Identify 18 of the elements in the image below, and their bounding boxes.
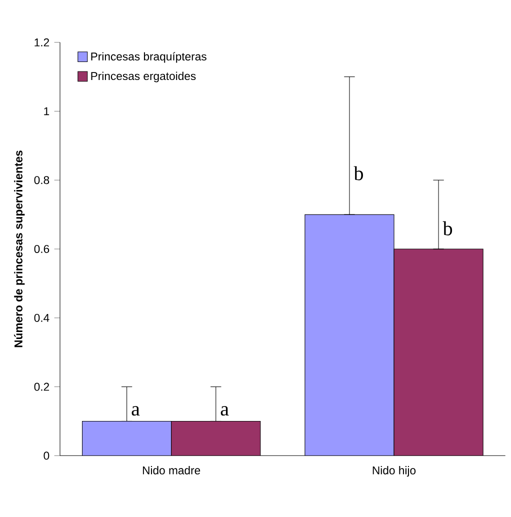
annotation: a [220, 406, 229, 416]
y-tick-label: 0.4 [34, 314, 50, 322]
y-tick-label: 0.2 [34, 382, 50, 391]
y-tick-label: 1 [44, 107, 50, 116]
annotation: a [132, 406, 140, 416]
legend-label: Princesas braquípteras [91, 52, 206, 63]
annotation: b [354, 166, 363, 180]
x-tick-label: Nido hijo [372, 466, 416, 477]
annotation: b [442, 221, 452, 236]
y-tick-label: 1.2 [34, 38, 50, 46]
bar [394, 248, 484, 456]
legend-label: Princesas ergatoides [91, 72, 196, 82]
y-tick-label: 0 [44, 452, 50, 460]
y-tick-label: 0.6 [34, 244, 50, 254]
y-tick-label: 0.8 [34, 176, 50, 184]
x-tick-label: Nido madre [142, 466, 200, 474]
y-axis-title: Número de princesas supervivientes [14, 150, 25, 348]
bar [171, 421, 260, 456]
